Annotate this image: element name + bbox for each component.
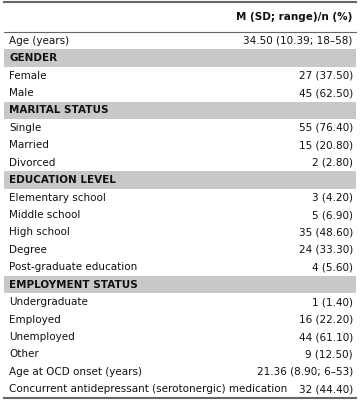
Text: 16 (22.20): 16 (22.20) [298, 314, 353, 324]
Text: Divorced: Divorced [9, 158, 55, 168]
Text: GENDER: GENDER [9, 53, 57, 63]
Text: MARITAL STATUS: MARITAL STATUS [9, 106, 108, 116]
Text: Female: Female [9, 70, 46, 80]
Text: 24 (33.30): 24 (33.30) [298, 245, 353, 255]
Text: Age (years): Age (years) [9, 36, 69, 46]
Bar [4, 276, 356, 294]
Text: Degree: Degree [9, 245, 47, 255]
Text: High school: High school [9, 228, 70, 238]
Text: 4 (5.60): 4 (5.60) [312, 262, 353, 272]
Text: Undergraduate: Undergraduate [9, 297, 88, 307]
Text: 5 (6.90): 5 (6.90) [312, 210, 353, 220]
Text: 3 (4.20): 3 (4.20) [312, 192, 353, 202]
Text: 21.36 (8.90; 6–53): 21.36 (8.90; 6–53) [257, 367, 353, 377]
Text: 44 (61.10): 44 (61.10) [298, 332, 353, 342]
Text: 15 (20.80): 15 (20.80) [299, 140, 353, 150]
Text: 1 (1.40): 1 (1.40) [312, 297, 353, 307]
Text: Concurrent antidepressant (serotonergic) medication: Concurrent antidepressant (serotonergic)… [9, 384, 287, 394]
Bar [4, 102, 356, 119]
Text: 55 (76.40): 55 (76.40) [298, 123, 353, 133]
Text: Unemployed: Unemployed [9, 332, 75, 342]
Text: 45 (62.50): 45 (62.50) [298, 88, 353, 98]
Text: Other: Other [9, 350, 39, 360]
Text: 27 (37.50): 27 (37.50) [298, 70, 353, 80]
Text: EMPLOYMENT STATUS: EMPLOYMENT STATUS [9, 280, 138, 290]
Text: Elementary school: Elementary school [9, 192, 106, 202]
Text: Married: Married [9, 140, 49, 150]
Text: M (​SD​; range)/​n​ (%): M (​SD​; range)/​n​ (%) [237, 12, 353, 22]
Text: 35 (48.60): 35 (48.60) [298, 228, 353, 238]
Bar [4, 172, 356, 189]
Text: 2 (2.80): 2 (2.80) [312, 158, 353, 168]
Text: Single: Single [9, 123, 41, 133]
Text: 9 (12.50): 9 (12.50) [305, 350, 353, 360]
Text: EDUCATION LEVEL: EDUCATION LEVEL [9, 175, 116, 185]
Text: 34.50 (10.39; 18–58): 34.50 (10.39; 18–58) [243, 36, 353, 46]
Text: Employed: Employed [9, 314, 61, 324]
Text: Post-graduate education: Post-graduate education [9, 262, 137, 272]
Bar [4, 50, 356, 67]
Text: Male: Male [9, 88, 33, 98]
Text: 32 (44.40): 32 (44.40) [298, 384, 353, 394]
Text: Age at OCD onset (years): Age at OCD onset (years) [9, 367, 142, 377]
Text: Middle school: Middle school [9, 210, 80, 220]
